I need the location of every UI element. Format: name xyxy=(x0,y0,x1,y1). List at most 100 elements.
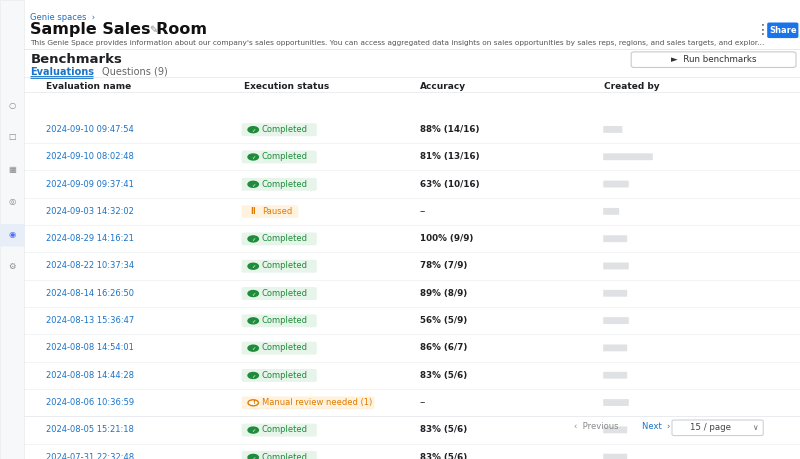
Text: ⋮: ⋮ xyxy=(755,23,770,37)
FancyBboxPatch shape xyxy=(603,208,619,215)
FancyBboxPatch shape xyxy=(603,153,653,160)
Text: Evaluations: Evaluations xyxy=(30,67,94,77)
Text: ✓: ✓ xyxy=(251,291,255,296)
Text: Completed: Completed xyxy=(262,371,308,380)
Text: Paused: Paused xyxy=(262,207,293,216)
Text: 2024-08-05 15:21:18: 2024-08-05 15:21:18 xyxy=(46,425,134,434)
FancyBboxPatch shape xyxy=(603,126,622,133)
Text: Questions (9): Questions (9) xyxy=(102,67,168,77)
FancyBboxPatch shape xyxy=(242,287,317,300)
FancyBboxPatch shape xyxy=(242,369,317,382)
FancyBboxPatch shape xyxy=(603,399,629,406)
Text: ✓: ✓ xyxy=(251,346,255,351)
Circle shape xyxy=(248,154,258,160)
Circle shape xyxy=(248,291,258,297)
Text: Completed: Completed xyxy=(262,125,308,134)
FancyBboxPatch shape xyxy=(242,178,317,190)
Text: Created by: Created by xyxy=(604,82,660,91)
Text: ◉: ◉ xyxy=(8,230,16,239)
Text: 2024-08-08 14:44:28: 2024-08-08 14:44:28 xyxy=(46,371,134,380)
FancyBboxPatch shape xyxy=(603,235,627,242)
Text: 2024-08-08 14:54:01: 2024-08-08 14:54:01 xyxy=(46,343,134,353)
Text: ▦: ▦ xyxy=(8,165,16,174)
Circle shape xyxy=(248,181,258,187)
Circle shape xyxy=(248,236,258,242)
Text: Benchmarks: Benchmarks xyxy=(30,53,122,66)
Text: ◎: ◎ xyxy=(8,197,16,207)
Text: ►  Run benchmarks: ► Run benchmarks xyxy=(671,55,756,64)
Text: Completed: Completed xyxy=(262,316,308,325)
Text: ‹  Previous: ‹ Previous xyxy=(574,422,619,431)
Text: --: -- xyxy=(420,207,426,216)
Circle shape xyxy=(248,318,258,324)
Text: ✓: ✓ xyxy=(251,182,255,187)
Text: --: -- xyxy=(420,398,426,407)
Text: Manual review needed (1): Manual review needed (1) xyxy=(262,398,372,407)
Text: Genie spaces  ›: Genie spaces › xyxy=(30,13,95,22)
Text: Completed: Completed xyxy=(262,179,308,189)
Text: 88% (14/16): 88% (14/16) xyxy=(420,125,479,134)
FancyBboxPatch shape xyxy=(242,341,317,354)
Text: Completed: Completed xyxy=(262,289,308,298)
FancyBboxPatch shape xyxy=(603,426,627,433)
Text: ☐: ☐ xyxy=(8,133,16,142)
Text: II: II xyxy=(250,207,256,216)
FancyBboxPatch shape xyxy=(242,123,317,136)
FancyBboxPatch shape xyxy=(242,314,317,327)
Circle shape xyxy=(248,427,258,433)
FancyBboxPatch shape xyxy=(603,180,629,187)
FancyBboxPatch shape xyxy=(242,232,317,245)
Text: ✓: ✓ xyxy=(251,428,255,432)
Circle shape xyxy=(248,127,258,133)
FancyBboxPatch shape xyxy=(242,424,317,437)
FancyBboxPatch shape xyxy=(0,0,24,459)
Circle shape xyxy=(248,373,258,378)
Text: ✓: ✓ xyxy=(251,236,255,241)
Text: 2024-08-14 16:26:50: 2024-08-14 16:26:50 xyxy=(46,289,134,298)
Circle shape xyxy=(248,454,258,459)
Text: Completed: Completed xyxy=(262,234,308,243)
Text: 15 / page: 15 / page xyxy=(690,423,731,432)
Text: ✓: ✓ xyxy=(251,455,255,459)
Text: ✓: ✓ xyxy=(251,319,255,323)
Circle shape xyxy=(248,263,258,269)
Text: ∨: ∨ xyxy=(752,423,758,432)
Text: 2024-08-13 15:36:47: 2024-08-13 15:36:47 xyxy=(46,316,134,325)
Text: 2024-08-29 14:16:21: 2024-08-29 14:16:21 xyxy=(46,234,134,243)
Text: ✓: ✓ xyxy=(251,155,255,159)
FancyBboxPatch shape xyxy=(767,22,798,38)
Text: Completed: Completed xyxy=(262,425,308,434)
Text: 2024-08-22 10:37:34: 2024-08-22 10:37:34 xyxy=(46,262,134,270)
Text: ⚙: ⚙ xyxy=(8,262,16,271)
FancyBboxPatch shape xyxy=(0,224,25,246)
Circle shape xyxy=(248,345,258,351)
Text: Execution status: Execution status xyxy=(244,82,330,91)
FancyBboxPatch shape xyxy=(242,260,317,273)
Text: ✓: ✓ xyxy=(251,264,255,269)
FancyBboxPatch shape xyxy=(603,372,627,379)
Text: 2024-09-10 09:47:54: 2024-09-10 09:47:54 xyxy=(46,125,134,134)
Text: ✎: ✎ xyxy=(149,25,157,35)
Text: !: ! xyxy=(252,400,254,405)
Text: 78% (7/9): 78% (7/9) xyxy=(420,262,467,270)
FancyBboxPatch shape xyxy=(242,396,374,409)
Text: 100% (9/9): 100% (9/9) xyxy=(420,234,474,243)
FancyBboxPatch shape xyxy=(603,290,627,297)
FancyBboxPatch shape xyxy=(242,151,317,163)
Text: 56% (5/9): 56% (5/9) xyxy=(420,316,467,325)
Text: Sample Sales Room: Sample Sales Room xyxy=(30,22,207,37)
Text: Evaluation name: Evaluation name xyxy=(46,82,132,91)
Text: Share: Share xyxy=(769,26,797,35)
Text: 2024-09-09 09:37:41: 2024-09-09 09:37:41 xyxy=(46,179,134,189)
Circle shape xyxy=(248,400,258,406)
Text: 2024-09-03 14:32:02: 2024-09-03 14:32:02 xyxy=(46,207,134,216)
Text: 2024-07-31 22:32:48: 2024-07-31 22:32:48 xyxy=(46,453,134,459)
Text: This Genie Space provides information about our company's sales opportunities. Y: This Genie Space provides information ab… xyxy=(30,39,765,46)
Text: Next  ›: Next › xyxy=(642,422,670,431)
Text: 86% (6/7): 86% (6/7) xyxy=(420,343,467,353)
FancyBboxPatch shape xyxy=(603,263,629,269)
FancyBboxPatch shape xyxy=(242,205,298,218)
Text: ✓: ✓ xyxy=(251,127,255,132)
Text: 63% (10/16): 63% (10/16) xyxy=(420,179,480,189)
Text: ✓: ✓ xyxy=(251,373,255,378)
